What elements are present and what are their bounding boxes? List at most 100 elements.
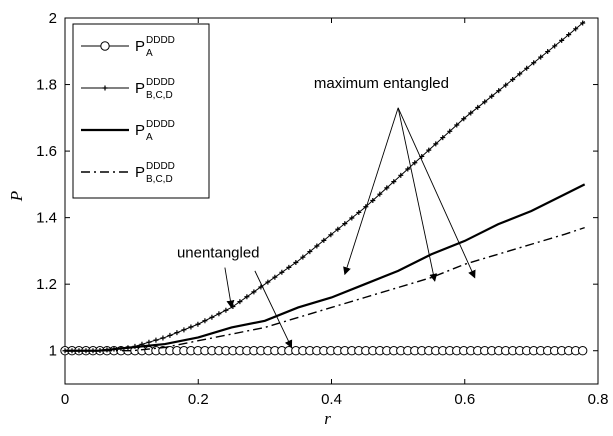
star-marker bbox=[398, 172, 404, 178]
legend-superscript: DDDD bbox=[146, 161, 175, 172]
star-marker bbox=[489, 93, 495, 99]
star-marker bbox=[377, 191, 383, 197]
star-marker bbox=[524, 65, 530, 71]
star-marker bbox=[244, 294, 250, 300]
star-marker bbox=[321, 237, 327, 243]
legend-entry-2: P DDDD B,C,D bbox=[81, 77, 175, 101]
legend-circle-marker bbox=[100, 41, 110, 51]
star-marker bbox=[559, 37, 565, 43]
x-axis-label: r bbox=[324, 409, 331, 428]
star-marker bbox=[412, 160, 418, 166]
star-marker bbox=[482, 99, 488, 105]
star-marker bbox=[335, 226, 341, 232]
series-3 bbox=[65, 183, 586, 352]
star-marker bbox=[216, 311, 222, 317]
annotation-label: unentangled bbox=[177, 245, 260, 262]
series-1 bbox=[60, 346, 588, 356]
star-marker bbox=[202, 318, 208, 324]
star-marker bbox=[461, 116, 467, 122]
star-marker bbox=[475, 104, 481, 110]
y-axis-label: P bbox=[7, 191, 26, 202]
series-4-line bbox=[65, 226, 585, 352]
legend-label: P bbox=[135, 164, 145, 181]
star-marker bbox=[440, 135, 446, 141]
star-marker bbox=[342, 221, 348, 227]
x-tick-label: 0.6 bbox=[454, 391, 475, 408]
star-marker bbox=[538, 54, 544, 60]
star-marker bbox=[580, 20, 586, 26]
y-tick-label: 1.6 bbox=[36, 143, 57, 160]
star-marker bbox=[153, 337, 159, 343]
legend-entry-3: P DDDD A bbox=[81, 119, 175, 143]
star-marker bbox=[405, 166, 411, 172]
star-marker bbox=[314, 243, 320, 249]
series-4 bbox=[65, 226, 585, 352]
annotation-arrow bbox=[397, 107, 476, 279]
legend-subscript: A bbox=[146, 48, 153, 59]
star-marker bbox=[503, 82, 509, 88]
x-tick-label: 0.8 bbox=[588, 391, 609, 408]
legend-label: P bbox=[135, 80, 145, 97]
annotation-arrow bbox=[343, 107, 399, 276]
star-marker bbox=[468, 110, 474, 116]
star-marker bbox=[300, 254, 306, 260]
legend-entry-4: P DDDD B,C,D bbox=[81, 161, 175, 185]
star-marker bbox=[531, 60, 537, 66]
star-marker bbox=[454, 122, 460, 128]
annotation-arrow bbox=[224, 267, 235, 309]
legend-subscript: A bbox=[146, 132, 153, 143]
y-tick-label: 1.2 bbox=[36, 276, 57, 293]
star-marker bbox=[272, 274, 278, 280]
legend-subscript: B,C,D bbox=[146, 90, 173, 101]
star-marker bbox=[167, 332, 173, 338]
star-marker bbox=[426, 147, 432, 153]
star-marker bbox=[174, 330, 180, 336]
axes: 0 0.2 0.4 0.6 0.8 1 1.2 1.4 1.6 1.8 2 r P bbox=[7, 10, 608, 428]
star-marker bbox=[293, 260, 299, 266]
y-tick-label: 1 bbox=[49, 343, 57, 360]
legend-star-marker bbox=[102, 85, 108, 91]
star-marker bbox=[146, 339, 152, 345]
star-marker bbox=[552, 43, 558, 49]
star-marker bbox=[356, 209, 362, 215]
star-marker bbox=[496, 88, 502, 94]
y-tick-label: 1.4 bbox=[36, 210, 57, 227]
star-marker bbox=[251, 289, 257, 295]
legend-superscript: DDDD bbox=[146, 119, 175, 130]
star-marker bbox=[181, 327, 187, 333]
legend-label: P bbox=[135, 38, 145, 55]
x-tick-label: 0 bbox=[61, 391, 69, 408]
y-tick-label: 1.8 bbox=[36, 77, 57, 94]
star-marker bbox=[447, 128, 453, 134]
legend-entry-1: P DDDD A bbox=[81, 35, 175, 59]
circle-marker bbox=[577, 346, 588, 356]
star-marker bbox=[265, 279, 271, 285]
star-marker bbox=[328, 232, 334, 238]
star-marker bbox=[209, 314, 215, 320]
series-3-line bbox=[65, 183, 586, 352]
x-tick-label: 0.4 bbox=[321, 391, 342, 408]
star-marker bbox=[566, 32, 572, 38]
annotation-arrow bbox=[397, 107, 438, 282]
star-marker bbox=[349, 215, 355, 221]
star-marker bbox=[307, 249, 313, 255]
star-marker bbox=[370, 197, 376, 203]
star-marker bbox=[384, 185, 390, 191]
y-tick-label: 2 bbox=[49, 10, 57, 27]
annotations: maximum entangled unentangled bbox=[177, 75, 476, 349]
legend-label: P bbox=[135, 122, 145, 139]
star-marker bbox=[545, 49, 551, 55]
star-marker bbox=[573, 26, 579, 32]
star-marker bbox=[517, 71, 523, 77]
legend-box bbox=[72, 23, 210, 199]
star-marker bbox=[279, 269, 285, 275]
legend-subscript: B,C,D bbox=[146, 174, 173, 185]
x-tick-label: 0.2 bbox=[188, 391, 209, 408]
star-marker bbox=[510, 76, 516, 82]
star-marker bbox=[237, 299, 243, 305]
star-marker bbox=[188, 324, 194, 330]
legend-superscript: DDDD bbox=[146, 77, 175, 88]
annotation-label: maximum entangled bbox=[314, 75, 449, 92]
